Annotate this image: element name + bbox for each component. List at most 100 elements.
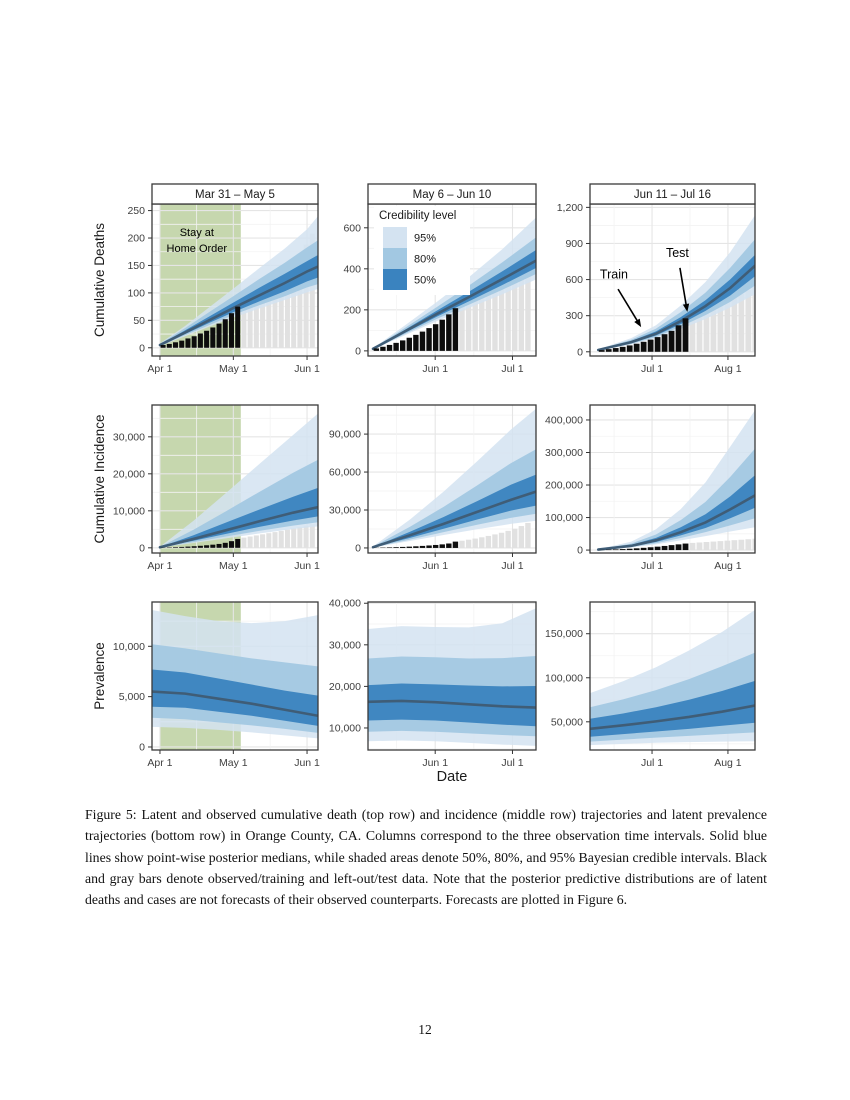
- posterior-median-line: [371, 259, 536, 351]
- train-data-bar: [598, 350, 605, 352]
- test-data-bar: [731, 540, 738, 551]
- train-data-bar: [419, 331, 426, 351]
- test-data-bar: [291, 260, 297, 348]
- test-data-bar: [297, 253, 303, 348]
- legend-swatch-80: [383, 248, 407, 269]
- test-data-bar: [745, 290, 752, 352]
- train-data-bar: [235, 538, 241, 548]
- train-data-bar: [432, 544, 439, 548]
- train-data-bar: [446, 543, 452, 548]
- x-tick-label: Apr 1: [147, 363, 172, 375]
- test-data-bar: [303, 244, 309, 348]
- x-tick-label: May 1: [219, 560, 248, 572]
- credible-band-80: [159, 459, 318, 548]
- y-tick-label: 0: [139, 741, 145, 753]
- posterior-median-line: [368, 699, 536, 709]
- test-data-bar: [260, 289, 266, 348]
- y-tick-label: 300: [565, 310, 583, 322]
- train-data-bar: [661, 334, 668, 352]
- y-tick-label: 400: [343, 263, 361, 275]
- test-data-bar: [518, 526, 525, 548]
- test-data-bar: [518, 274, 525, 351]
- posterior-median-line: [158, 265, 318, 347]
- train-data-bar: [166, 343, 172, 348]
- x-tick-label: Jun 1: [294, 363, 320, 375]
- test-data-bar: [525, 270, 531, 351]
- train-data-bar: [386, 344, 393, 351]
- test-data-bar: [738, 539, 745, 551]
- test-data-bar: [717, 541, 724, 551]
- posterior-median-line: [158, 505, 318, 549]
- train-data-bar: [380, 346, 386, 351]
- y-tick-label: 20,000: [113, 468, 145, 480]
- train-data-bar: [619, 549, 626, 551]
- test-data-bar: [278, 530, 284, 548]
- y-tick-label: 50: [133, 315, 145, 327]
- test-data-bar: [266, 284, 272, 348]
- y-tick-label: 10,000: [113, 641, 145, 653]
- credible-band-50: [373, 474, 536, 548]
- panel-border: [151, 404, 319, 554]
- x-tick-label: Aug 1: [714, 757, 742, 769]
- test-data-bar: [303, 525, 309, 548]
- panel-cumulative-incidence-interval-1: 0 10,000 20,000 30,000 Apr 1 May 1 Jun 1: [113, 404, 320, 572]
- train-data-bar: [216, 543, 222, 548]
- train-data-bar: [654, 337, 661, 352]
- panel-prevalence-interval-1: 0 5,000 10,000 Apr 1 May 1 Jun 1: [113, 601, 320, 769]
- credibility-legend: Credibility level 95% 80% 50%: [374, 206, 470, 295]
- train-data-bar: [432, 324, 439, 351]
- facet-strip: [589, 183, 756, 205]
- test-data-bar: [309, 524, 315, 548]
- credible-band-50: [152, 669, 318, 726]
- legend-title: Credibility level: [379, 210, 456, 222]
- posterior-median-line: [596, 264, 755, 352]
- y-tick-label: 1,200: [557, 202, 583, 214]
- test-data-bar: [525, 522, 531, 548]
- train-data-bar: [400, 546, 406, 548]
- y-axis-title: Cumulative Incidence: [92, 414, 107, 543]
- test-data-bar: [297, 527, 303, 548]
- test-data-bar: [498, 285, 505, 351]
- x-tick-label: Aug 1: [714, 560, 742, 572]
- test-data-bar: [731, 297, 738, 352]
- train-data-bar: [413, 334, 419, 351]
- train-data-bar: [235, 306, 241, 348]
- x-tick-label: Jul 1: [501, 757, 523, 769]
- y-tick-label: 600: [343, 222, 361, 234]
- train-data-bar: [668, 545, 675, 551]
- facet-strip-title: May 6 – Jun 10: [413, 189, 492, 201]
- x-tick-label: Jun 1: [294, 560, 320, 572]
- test-data-bar: [459, 540, 465, 548]
- train-data-bar: [386, 547, 393, 548]
- train-data-bar: [204, 330, 210, 348]
- y-tick-label: 0: [577, 346, 583, 358]
- y-tick-label: 300,000: [545, 447, 583, 459]
- panel-border: [151, 601, 319, 751]
- test-data-bar: [710, 541, 717, 551]
- test-data-bar: [492, 288, 498, 351]
- test-data-bar: [498, 532, 505, 548]
- train-data-bar: [400, 340, 406, 351]
- train-data-bar: [210, 327, 216, 348]
- annotation-arrow: [679, 267, 688, 307]
- train-data-bar: [661, 545, 668, 551]
- y-tick-label: 200,000: [545, 480, 583, 492]
- y-tick-label: 200: [127, 233, 145, 245]
- x-tick-label: Apr 1: [147, 757, 172, 769]
- train-data-bar: [179, 340, 185, 348]
- test-data-bar: [717, 303, 724, 352]
- x-tick-label: May 1: [219, 363, 248, 375]
- facet-strip-title: Mar 31 – May 5: [195, 189, 275, 201]
- x-tick-label: Jul 1: [641, 363, 663, 375]
- train-data-bar: [185, 338, 191, 348]
- test-data-bar: [241, 302, 247, 348]
- test-data-bar: [689, 542, 696, 551]
- train-data-bar: [228, 541, 234, 548]
- y-tick-label: 250: [127, 205, 145, 217]
- y-tick-label: 20,000: [329, 681, 361, 693]
- train-data-bar: [393, 547, 399, 548]
- test-data-bar: [253, 293, 259, 348]
- train-data-bar: [605, 349, 612, 352]
- train-data-bar: [173, 342, 179, 348]
- panel-cumulative-incidence-interval-2: 0 30,000 60,000 90,000 Jun 1 Jul 1: [329, 404, 537, 572]
